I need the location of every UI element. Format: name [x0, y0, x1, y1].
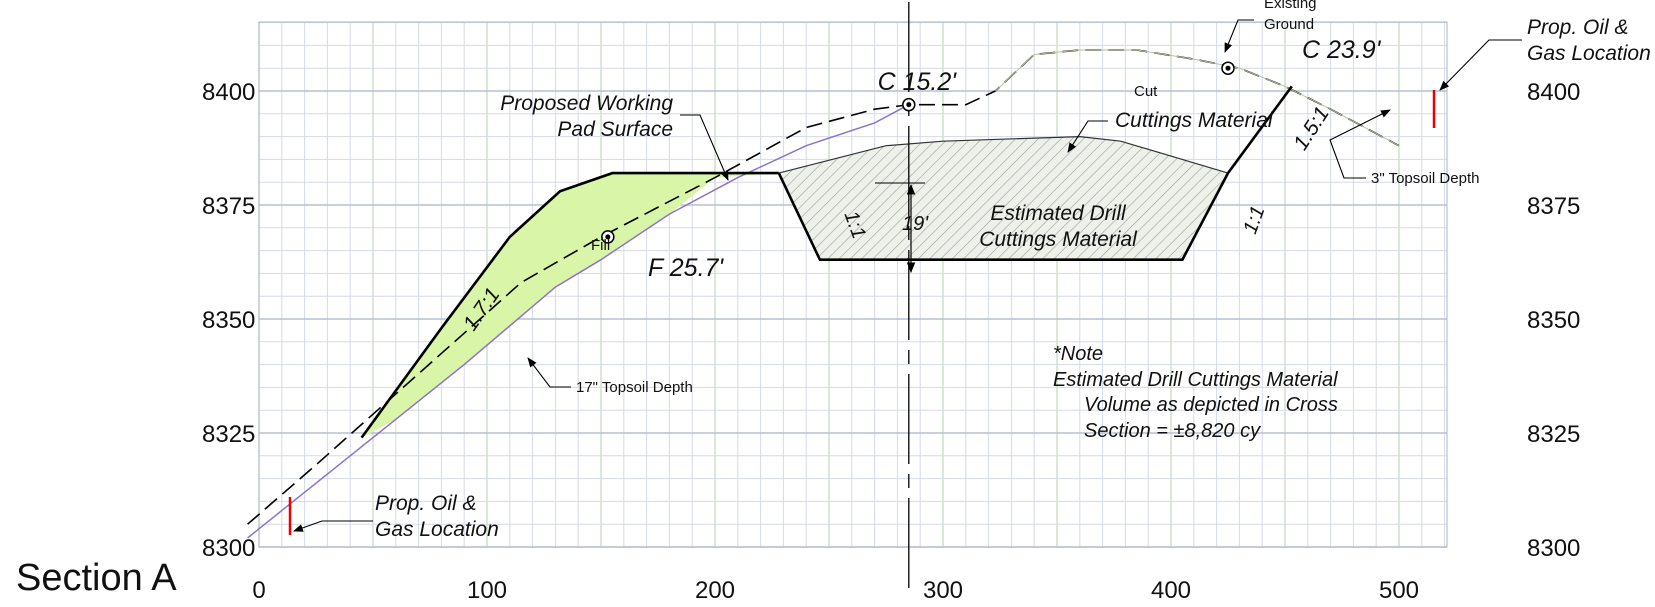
y-tick-label-left: 8300 [202, 535, 255, 562]
prop-oil-gas-label-top: Prop. Oil & [1527, 16, 1629, 39]
x-tick-label: 300 [923, 577, 963, 602]
fill-label: Fill [591, 237, 610, 254]
estimated-drill-label: Estimated Drill [990, 202, 1127, 225]
x-tick-label: 0 [252, 577, 265, 602]
y-tick-label-right: 8400 [1527, 79, 1580, 106]
station-label: C 15.2' [878, 68, 958, 96]
station-marker-dot [1225, 65, 1231, 71]
leader-line [1067, 120, 1108, 153]
pit-outline-line [777, 85, 1293, 262]
cuttings-top-line [778, 135, 1229, 174]
x-tick-label: 400 [1151, 577, 1191, 602]
y-tick-label-right: 8375 [1527, 193, 1580, 220]
station-label: F 25.7' [648, 254, 724, 282]
slope-label-15: 1.5:1 [1289, 103, 1334, 155]
fill-area [361, 173, 779, 438]
estimated-drill-label: Cuttings Material [979, 228, 1138, 251]
prop-oil-gas-label-bottom: Prop. Oil & [375, 492, 477, 515]
leader-line [1439, 39, 1522, 91]
existing-ground-label: Ground [1264, 16, 1314, 33]
cut-label: Cut [1134, 83, 1158, 100]
leader-line [1224, 19, 1254, 53]
existing-ground-shade [995, 49, 1400, 147]
y-tick-label-left: 8350 [202, 307, 255, 334]
drawing-shapes [247, 2, 1436, 598]
topsoil-17-label: 17" Topsoil Depth [576, 379, 693, 396]
section-title: Section A [16, 557, 177, 599]
annotations: Section A C 15.2' C 23.9' F 25.7' Existing Gr… [16, 0, 1651, 599]
station-marker-dot [906, 102, 912, 108]
pad-surface-line [360, 171, 779, 439]
prop-oil-gas-label-top: Gas Location [1527, 42, 1651, 65]
topsoil-line [247, 104, 910, 539]
leader-line [680, 114, 729, 181]
prop-oil-gas-label-bottom: Gas Location [375, 518, 499, 541]
cuttings-area [778, 136, 1228, 260]
station-marker-dot [605, 234, 611, 240]
y-tick-label-left: 8375 [202, 193, 255, 220]
x-tick-label: 200 [695, 577, 735, 602]
y-tick-label-right: 8325 [1527, 421, 1580, 448]
axis-ticks: 0 100 200 300 400 500 8300 8300 8325 8325 8350 8350… [202, 79, 1580, 604]
existing-ground-label: Existing [1264, 0, 1317, 12]
cuttings-material-label: Cuttings Material [1115, 109, 1274, 132]
y-tick-label-right: 8350 [1527, 307, 1580, 334]
x-tick-label: 500 [1379, 577, 1419, 602]
grid [258, 21, 1448, 548]
y-tick-label-right: 8300 [1527, 535, 1580, 562]
note-line: Estimated Drill Cuttings Material [1053, 369, 1338, 391]
leader-line [1329, 109, 1391, 179]
leader-line [293, 520, 373, 532]
note-line: Volume as depicted in Cross [1084, 394, 1338, 416]
note-title: *Note [1053, 343, 1103, 365]
x-tick-label: 100 [467, 577, 507, 602]
proposed-pad-label: Proposed Working [500, 92, 673, 115]
existing-ground-line [247, 49, 1400, 525]
slope-label-11-right: 1:1 [1239, 203, 1269, 237]
station-label: C 23.9' [1302, 36, 1382, 64]
topsoil-3-label: 3" Topsoil Depth [1371, 170, 1479, 187]
leader-line [527, 357, 571, 388]
proposed-pad-label: Pad Surface [557, 118, 673, 141]
y-tick-label-left: 8325 [202, 421, 255, 448]
y-tick-label-left: 8400 [202, 79, 255, 106]
grid-border [258, 21, 1448, 548]
depth-19-label: 19' [902, 213, 929, 235]
note-line: Section = ±8,820 cy [1084, 420, 1261, 442]
